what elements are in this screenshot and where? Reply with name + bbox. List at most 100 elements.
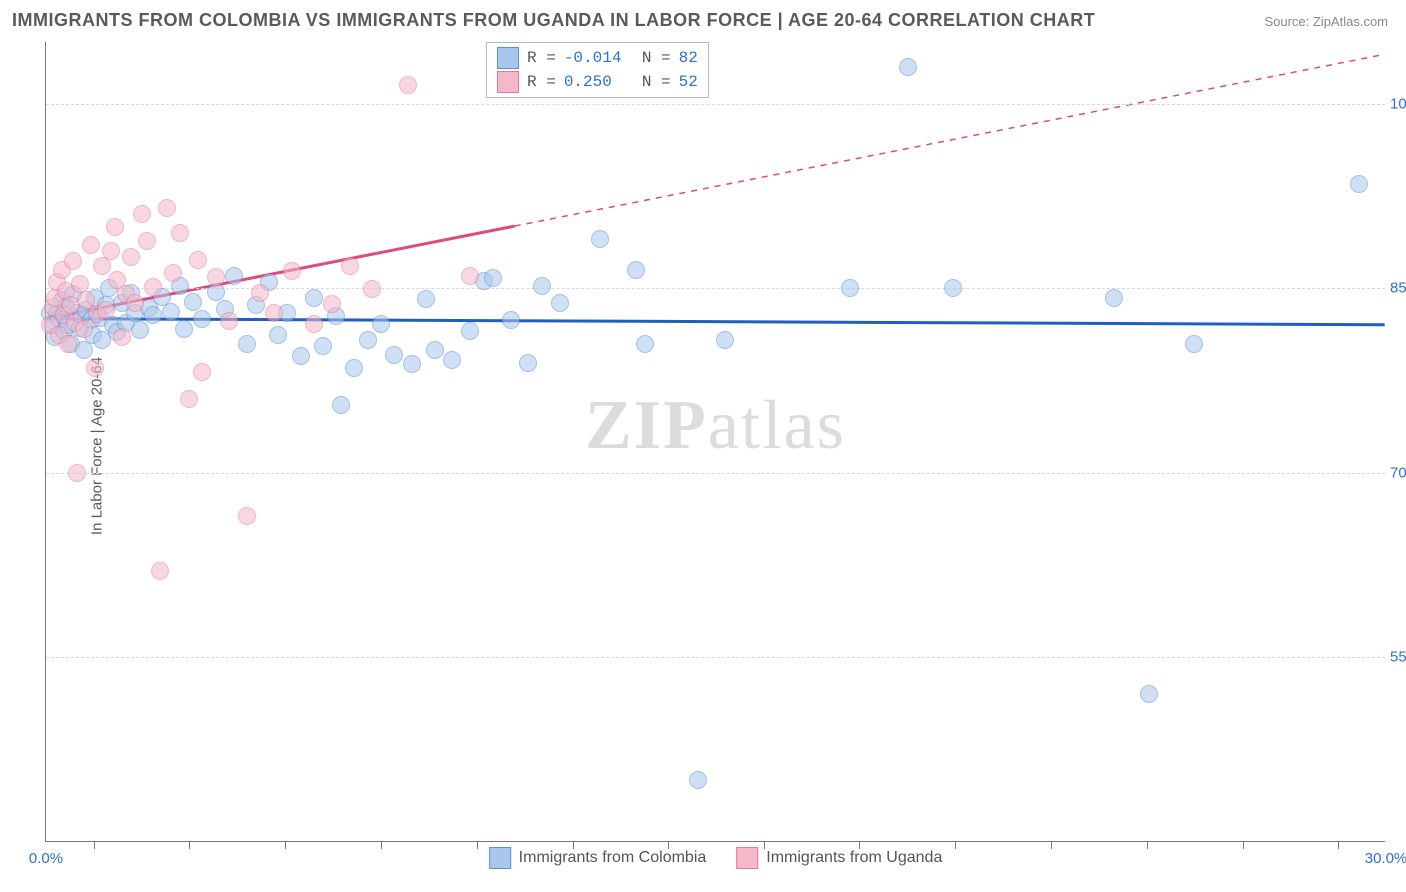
legend-swatch [497, 71, 519, 93]
data-point [363, 280, 381, 298]
data-point [158, 199, 176, 217]
data-point [86, 359, 104, 377]
data-point [225, 267, 243, 285]
data-point [265, 304, 283, 322]
data-point [164, 264, 182, 282]
legend-swatch [736, 847, 758, 869]
data-point [59, 335, 77, 353]
watermark: ZIPatlas [585, 386, 846, 466]
data-point [323, 295, 341, 313]
legend-series-item: Immigrants from Colombia [489, 847, 707, 869]
x-tick-label: 0.0% [29, 850, 63, 867]
x-tick-mark [1243, 841, 1244, 849]
data-point [189, 251, 207, 269]
legend-series-label: Immigrants from Uganda [766, 849, 942, 867]
data-point [113, 328, 131, 346]
data-point [443, 351, 461, 369]
data-point [591, 230, 609, 248]
data-point [251, 284, 269, 302]
legend-stats: R = -0.014 N = 82 R = 0.250 N = 52 [486, 42, 709, 98]
y-tick-label: 100.0% [1390, 95, 1406, 112]
data-point [305, 315, 323, 333]
data-point [151, 562, 169, 580]
data-point [97, 301, 115, 319]
data-point [175, 320, 193, 338]
data-point [82, 236, 100, 254]
data-point [162, 303, 180, 321]
data-point [184, 293, 202, 311]
data-point [106, 218, 124, 236]
data-point [899, 58, 917, 76]
data-point [372, 315, 390, 333]
data-point [269, 326, 287, 344]
legend-r-value: -0.014 [564, 49, 634, 67]
data-point [75, 320, 93, 338]
data-point [944, 279, 962, 297]
data-point [1185, 335, 1203, 353]
data-point [68, 464, 86, 482]
x-tick-mark [94, 841, 95, 849]
data-point [122, 248, 140, 266]
watermark-bold: ZIP [585, 387, 708, 464]
x-tick-mark [1147, 841, 1148, 849]
legend-series-item: Immigrants from Uganda [736, 847, 942, 869]
y-tick-label: 70.0% [1390, 464, 1406, 481]
gridline-h [46, 104, 1385, 105]
data-point [417, 290, 435, 308]
data-point [345, 359, 363, 377]
legend-swatch [497, 47, 519, 69]
data-point [461, 322, 479, 340]
chart-container: IMMIGRANTS FROM COLOMBIA VS IMMIGRANTS F… [0, 0, 1406, 892]
data-point [551, 294, 569, 312]
legend-n-value: 52 [679, 73, 698, 91]
data-point [193, 310, 211, 328]
data-point [403, 355, 421, 373]
data-point [180, 390, 198, 408]
legend-series-label: Immigrants from Colombia [519, 849, 707, 867]
data-point [341, 257, 359, 275]
legend-r-value: 0.250 [564, 73, 634, 91]
chart-title: IMMIGRANTS FROM COLOMBIA VS IMMIGRANTS F… [12, 10, 1095, 31]
y-tick-label: 85.0% [1390, 280, 1406, 297]
data-point [131, 321, 149, 339]
x-tick-mark [955, 841, 956, 849]
data-point [359, 331, 377, 349]
data-point [1105, 289, 1123, 307]
data-point [193, 363, 211, 381]
legend-stats-row: R = 0.250 N = 52 [497, 71, 698, 93]
gridline-h [46, 288, 1385, 289]
data-point [399, 76, 417, 94]
data-point [292, 347, 310, 365]
data-point [484, 269, 502, 287]
x-tick-mark [189, 841, 190, 849]
watermark-thin: atlas [708, 387, 846, 464]
legend-stats-row: R = -0.014 N = 82 [497, 47, 698, 69]
data-point [689, 771, 707, 789]
data-point [283, 262, 301, 280]
legend-n-label: N = [642, 73, 671, 91]
data-point [133, 205, 151, 223]
x-tick-mark [477, 841, 478, 849]
legend-n-label: N = [642, 49, 671, 67]
data-point [238, 335, 256, 353]
x-tick-label: 30.0% [1365, 850, 1406, 867]
legend-swatch [489, 847, 511, 869]
source-label: Source: ZipAtlas.com [1264, 14, 1388, 29]
data-point [385, 346, 403, 364]
data-point [102, 242, 120, 260]
trend-lines [46, 42, 1385, 841]
data-point [238, 507, 256, 525]
data-point [1350, 175, 1368, 193]
legend-r-label: R = [527, 73, 556, 91]
data-point [533, 277, 551, 295]
data-point [220, 312, 238, 330]
data-point [171, 224, 189, 242]
data-point [461, 267, 479, 285]
data-point [144, 278, 162, 296]
legend-n-value: 82 [679, 49, 698, 67]
legend-r-label: R = [527, 49, 556, 67]
data-point [64, 252, 82, 270]
gridline-h [46, 473, 1385, 474]
x-tick-mark [1338, 841, 1339, 849]
legend-series: Immigrants from Colombia Immigrants from … [489, 847, 943, 869]
